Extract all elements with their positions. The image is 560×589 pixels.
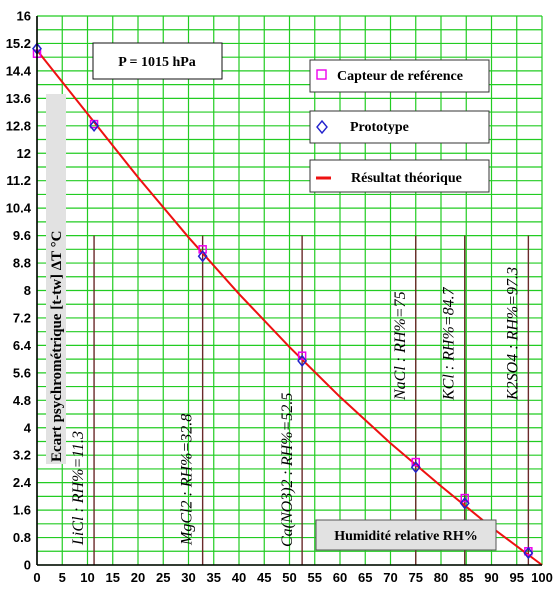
y-tick-label: 12 — [17, 146, 31, 161]
salt-label: K2SO4 : RH%=97.3 — [504, 267, 521, 401]
y-tick-label: 7.2 — [13, 310, 31, 325]
chart-grid — [36, 15, 543, 566]
point-reference — [411, 457, 420, 467]
point-prototype — [89, 119, 100, 133]
legend-item-theoretical: Résultat théorique — [309, 159, 490, 193]
y-tick-label: 12.8 — [6, 118, 31, 133]
point-reference — [198, 245, 207, 254]
legend: Capteur de reférence Prototype Résultat … — [309, 59, 490, 193]
point-prototype — [297, 354, 308, 368]
y-axis-label-box: Ecart psychrométrique [t-tw] ΔT °C — [46, 94, 66, 464]
x-tick-label: 95 — [510, 570, 524, 585]
x-tick-label: 0 — [33, 570, 40, 585]
x-tick-label: 75 — [409, 570, 423, 585]
y-tick-label: 3.2 — [13, 448, 31, 463]
legend-label-reference: Capteur de reférence — [337, 69, 463, 84]
salt-reference-lines — [93, 235, 530, 565]
x-tick-label: 10 — [80, 570, 94, 585]
pressure-label: P = 1015 hPa — [118, 55, 196, 70]
x-tick-label: 5 — [59, 570, 66, 585]
legend-item-reference: Capteur de reférence — [309, 59, 490, 93]
y-tick-label: 0 — [24, 558, 31, 573]
x-tick-label: 60 — [333, 570, 347, 585]
y-tick-label: 10.4 — [6, 201, 32, 216]
salt-label: NaCl : RH%=75 — [392, 291, 409, 401]
legend-item-prototype: Prototype — [309, 110, 490, 144]
x-axis-label: Humidité relative RH% — [334, 529, 478, 544]
salt-label: KCl : RH%=84.7 — [441, 286, 458, 401]
x-tick-label: 20 — [131, 570, 145, 585]
tick-labels: 0 5 10 15 20 25 30 35 40 45 50 55 60 65 70 75 80 85 90 95 10… — [6, 9, 553, 586]
x-tick-label: 85 — [459, 570, 473, 585]
x-tick-label: 80 — [434, 570, 448, 585]
x-tick-label: 100 — [531, 570, 553, 585]
y-tick-label: 9.6 — [13, 228, 31, 243]
series-line-theoretical — [36, 49, 543, 566]
legend-label-theoretical: Résultat théorique — [351, 171, 462, 186]
y-tick-label: 0.8 — [13, 530, 31, 545]
point-prototype — [459, 497, 470, 510]
point-reference — [460, 493, 469, 503]
y-tick-label: 15.2 — [6, 36, 31, 51]
x-tick-label: 50 — [282, 570, 296, 585]
x-tick-label: 55 — [308, 570, 322, 585]
salt-label: LiCl : RH%=11.3 — [70, 431, 87, 546]
y-tick-label: 4.8 — [13, 393, 31, 408]
x-axis-label-box: Humidité relative RH% — [315, 519, 497, 551]
point-prototype — [410, 461, 421, 474]
y-tick-label: 2.4 — [13, 475, 32, 490]
x-tick-label: 30 — [181, 570, 195, 585]
x-tick-label: 65 — [358, 570, 372, 585]
point-reference — [297, 351, 307, 360]
axes — [36, 16, 542, 566]
pressure-box: P = 1015 hPa — [92, 42, 223, 80]
y-tick-label: 5.6 — [13, 365, 31, 380]
y-axis-label: Ecart psychrométrique [t-tw] ΔT °C — [49, 231, 65, 462]
salt-label: MgCl2 : RH%=32.8 — [179, 414, 196, 546]
y-tick-label: 8 — [24, 283, 31, 298]
x-tick-label: 45 — [257, 570, 271, 585]
x-tick-label: 35 — [207, 570, 221, 585]
x-tick-label: 40 — [232, 570, 246, 585]
legend-label-prototype: Prototype — [350, 120, 409, 135]
y-tick-label: 8.8 — [13, 256, 31, 271]
y-tick-label: 16 — [17, 9, 31, 24]
y-tick-label: 13.6 — [6, 91, 31, 106]
point-prototype — [197, 249, 208, 263]
y-tick-label: 14.4 — [6, 63, 32, 78]
y-tick-label: 6.4 — [13, 338, 32, 353]
x-tick-label: 90 — [484, 570, 498, 585]
y-tick-label: 11.2 — [6, 173, 31, 188]
y-tick-label: 1.6 — [13, 503, 31, 518]
salt-labels: LiCl : RH%=11.3 MgCl2 : RH%=32.8 Ca(NO3)2 … — [70, 267, 521, 547]
point-prototype — [523, 546, 534, 560]
theoretical-curve-group — [36, 49, 543, 566]
x-tick-label: 25 — [156, 570, 170, 585]
x-tick-label: 70 — [383, 570, 397, 585]
x-tick-label: 15 — [106, 570, 120, 585]
y-tick-label: 4 — [24, 420, 32, 435]
salt-label: Ca(NO3)2 : RH%=52.5 — [279, 393, 296, 547]
